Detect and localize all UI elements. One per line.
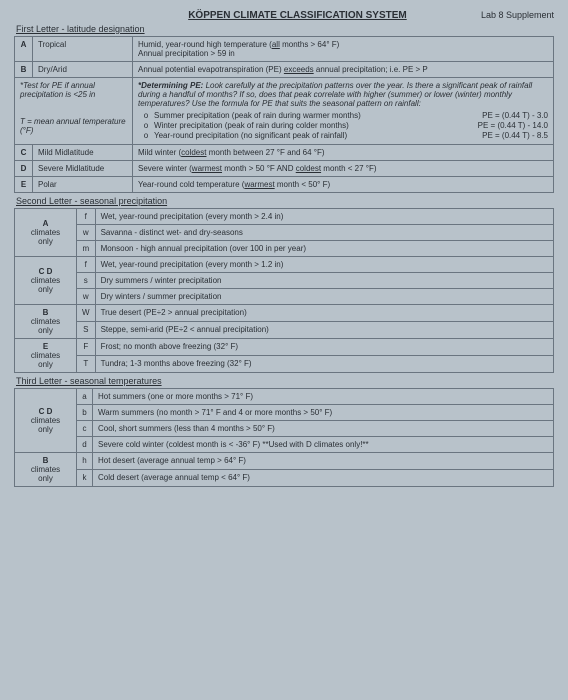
pe-test-label: *Test for PE if annual precipitation is …: [20, 81, 127, 99]
lab-label: Lab 8 Supplement: [481, 10, 554, 20]
desc-b: Annual potential evapotranspiration (PE)…: [133, 62, 554, 78]
name-e: Polar: [33, 177, 133, 193]
desc-a: Humid, year-round high temperature (all …: [133, 37, 554, 62]
subcode: W: [77, 305, 96, 322]
subdesc: Hot summers (one or more months > 71° F): [93, 389, 554, 405]
subcode: w: [77, 225, 96, 241]
subdesc: True desert (PE÷2 > annual precipitation…: [95, 305, 553, 322]
subcode: c: [77, 421, 93, 437]
subdesc: Dry summers / winter precipitation: [95, 273, 553, 289]
subdesc: Dry winters / summer precipitation: [95, 289, 553, 305]
pe-item: oSummer precipitation (peak of rain duri…: [138, 111, 548, 120]
pe-det-title: *Determining PE:: [138, 81, 203, 90]
subcode: w: [77, 289, 96, 305]
subcode: f: [77, 257, 96, 273]
first-letter-table: A Tropical Humid, year-round high temper…: [14, 36, 554, 193]
subdesc: Wet, year-round precipitation (every mon…: [95, 209, 553, 225]
subcode: k: [77, 470, 93, 487]
page-title: KÖPPEN CLIMATE CLASSIFICATION SYSTEM: [188, 10, 407, 21]
name-a: Tropical: [33, 37, 133, 62]
subdesc: Severe cold winter (coldest month is < -…: [93, 437, 554, 453]
code-d: D: [15, 161, 33, 177]
subdesc: Frost; no month above freezing (32° F): [95, 339, 553, 356]
group-label: C Dclimatesonly: [15, 257, 77, 305]
second-letter-heading: Second Letter - seasonal precipitation: [16, 196, 554, 206]
pe-item: oYear-round precipitation (no significan…: [138, 131, 548, 140]
subdesc: Savanna - distinct wet- and dry-seasons: [95, 225, 553, 241]
pe-left-cell: *Test for PE if annual precipitation is …: [15, 78, 133, 145]
name-c: Mild Midlatitude: [33, 145, 133, 161]
code-e: E: [15, 177, 33, 193]
subcode: a: [77, 389, 93, 405]
subdesc: Cool, short summers (less than 4 months …: [93, 421, 554, 437]
group-label: Bclimatesonly: [15, 453, 77, 487]
subdesc: Steppe, semi-arid (PE÷2 < annual precipi…: [95, 322, 553, 339]
subdesc: Monsoon - high annual precipitation (ove…: [95, 241, 553, 257]
subdesc: Wet, year-round precipitation (every mon…: [95, 257, 553, 273]
desc-d: Severe winter (warmest month > 50 °F AND…: [133, 161, 554, 177]
pe-item: oWinter precipitation (peak of rain duri…: [138, 121, 548, 130]
subcode: s: [77, 273, 96, 289]
desc-c: Mild winter (coldest month between 27 °F…: [133, 145, 554, 161]
code-b: B: [15, 62, 33, 78]
subcode: T: [77, 356, 96, 373]
subcode: b: [77, 405, 93, 421]
group-label: Eclimatesonly: [15, 339, 77, 373]
subcode: F: [77, 339, 96, 356]
first-letter-heading: First Letter - latitude designation: [16, 24, 554, 34]
subcode: h: [77, 453, 93, 470]
desc-e: Year-round cold temperature (warmest mon…: [133, 177, 554, 193]
code-a: A: [15, 37, 33, 62]
subcode: S: [77, 322, 96, 339]
third-letter-table: C DclimatesonlyaHot summers (one or more…: [14, 388, 554, 487]
subdesc: Warm summers (no month > 71° F and 4 or …: [93, 405, 554, 421]
second-letter-table: AclimatesonlyfWet, year-round precipitat…: [14, 208, 554, 373]
subcode: d: [77, 437, 93, 453]
subcode: m: [77, 241, 96, 257]
subdesc: Hot desert (average annual temp > 64° F): [93, 453, 554, 470]
name-d: Severe Midlatitude: [33, 161, 133, 177]
group-label: Bclimatesonly: [15, 305, 77, 339]
subdesc: Cold desert (average annual temp < 64° F…: [93, 470, 554, 487]
third-letter-heading: Third Letter - seasonal temperatures: [16, 376, 554, 386]
code-c: C: [15, 145, 33, 161]
group-label: C Dclimatesonly: [15, 389, 77, 453]
pe-right-cell: *Determining PE: Look carefully at the p…: [133, 78, 554, 145]
pe-t-label: T = mean annual temperature (°F): [20, 117, 127, 135]
subdesc: Tundra; 1-3 months above freezing (32° F…: [95, 356, 553, 373]
subcode: f: [77, 209, 96, 225]
group-label: Aclimatesonly: [15, 209, 77, 257]
name-b: Dry/Arid: [33, 62, 133, 78]
